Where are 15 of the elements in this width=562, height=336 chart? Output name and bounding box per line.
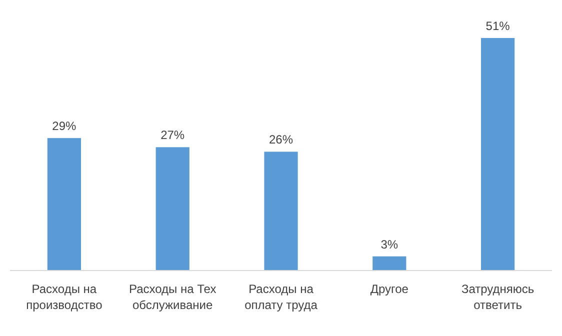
bar bbox=[372, 256, 406, 270]
data-label: 27% bbox=[160, 128, 185, 142]
data-label: 26% bbox=[268, 132, 294, 147]
x-tick-label: Расходы на Тех обслуживание bbox=[128, 282, 216, 312]
data-label: 3% bbox=[380, 237, 398, 252]
data-label: 51% bbox=[486, 19, 510, 33]
bar bbox=[156, 147, 190, 270]
x-tick-label: Затрудняюсь ответить bbox=[461, 282, 534, 312]
bar bbox=[47, 138, 81, 270]
x-tick-label: Расходы на производство bbox=[26, 282, 103, 312]
x-tick-label: Другое bbox=[370, 282, 409, 296]
bar bbox=[481, 38, 515, 270]
data-label: 29% bbox=[52, 119, 77, 134]
x-tick-label: Расходы на оплату труда bbox=[244, 282, 318, 312]
bar bbox=[264, 152, 298, 270]
